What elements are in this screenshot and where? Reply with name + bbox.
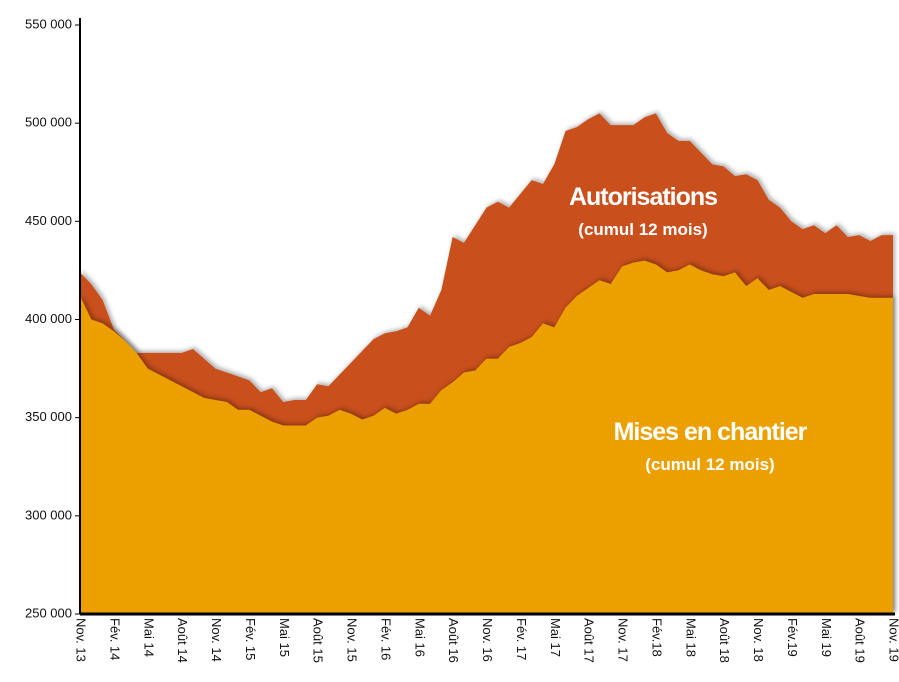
x-tick-label: Nov. 16 [480, 618, 495, 662]
x-tick-label: Fév.18 [649, 618, 664, 657]
x-tick-label: Août 14 [175, 618, 190, 663]
y-tick-label: 550 000 [25, 16, 72, 31]
y-tick-label: 350 000 [25, 409, 72, 424]
y-tick-label: 400 000 [25, 311, 72, 326]
x-tick-label: Mai 18 [683, 618, 698, 657]
series-label: Autorisations [569, 183, 717, 211]
x-tick-label: Août 17 [582, 618, 597, 663]
x-tick-label: Nov. 18 [751, 618, 766, 662]
x-tick-label: Mai 14 [141, 618, 156, 657]
x-tick-label: Août 16 [446, 618, 461, 663]
y-tick-label: 500 000 [25, 115, 72, 130]
y-tick-label: 300 000 [25, 507, 72, 522]
series-note: (cumul 12 mois) [578, 220, 707, 239]
x-tick-label: Nov. 13 [74, 618, 89, 662]
x-tick-label: Nov. 14 [209, 618, 224, 662]
x-tick-label: Août 19 [853, 618, 868, 663]
x-tick-label: Nov. 15 [345, 618, 360, 662]
series-note: (cumul 12 mois) [645, 455, 774, 474]
series-label: Mises en chantier [614, 418, 808, 446]
x-tick-label: Fév.19 [785, 618, 800, 657]
x-tick-label: Mai 19 [819, 618, 834, 657]
x-tick-label: Fév. 16 [378, 618, 393, 660]
x-tick-label: Fév. 15 [243, 618, 258, 660]
x-tick-label: Août 18 [717, 618, 732, 663]
x-tick-label: Mai 16 [412, 618, 427, 657]
x-tick-label: Nov. 17 [616, 618, 631, 662]
x-tick-label: Mai 17 [548, 618, 563, 657]
y-tick-label: 250 000 [25, 605, 72, 620]
x-tick-label: Nov. 19 [887, 618, 899, 662]
y-tick-label: 450 000 [25, 213, 72, 228]
x-tick-label: Août 15 [311, 618, 326, 663]
x-tick-label: Fév. 14 [107, 618, 122, 660]
x-tick-label: Fév. 17 [514, 618, 529, 660]
x-tick-label: Mai 15 [277, 618, 292, 657]
area [80, 260, 893, 614]
